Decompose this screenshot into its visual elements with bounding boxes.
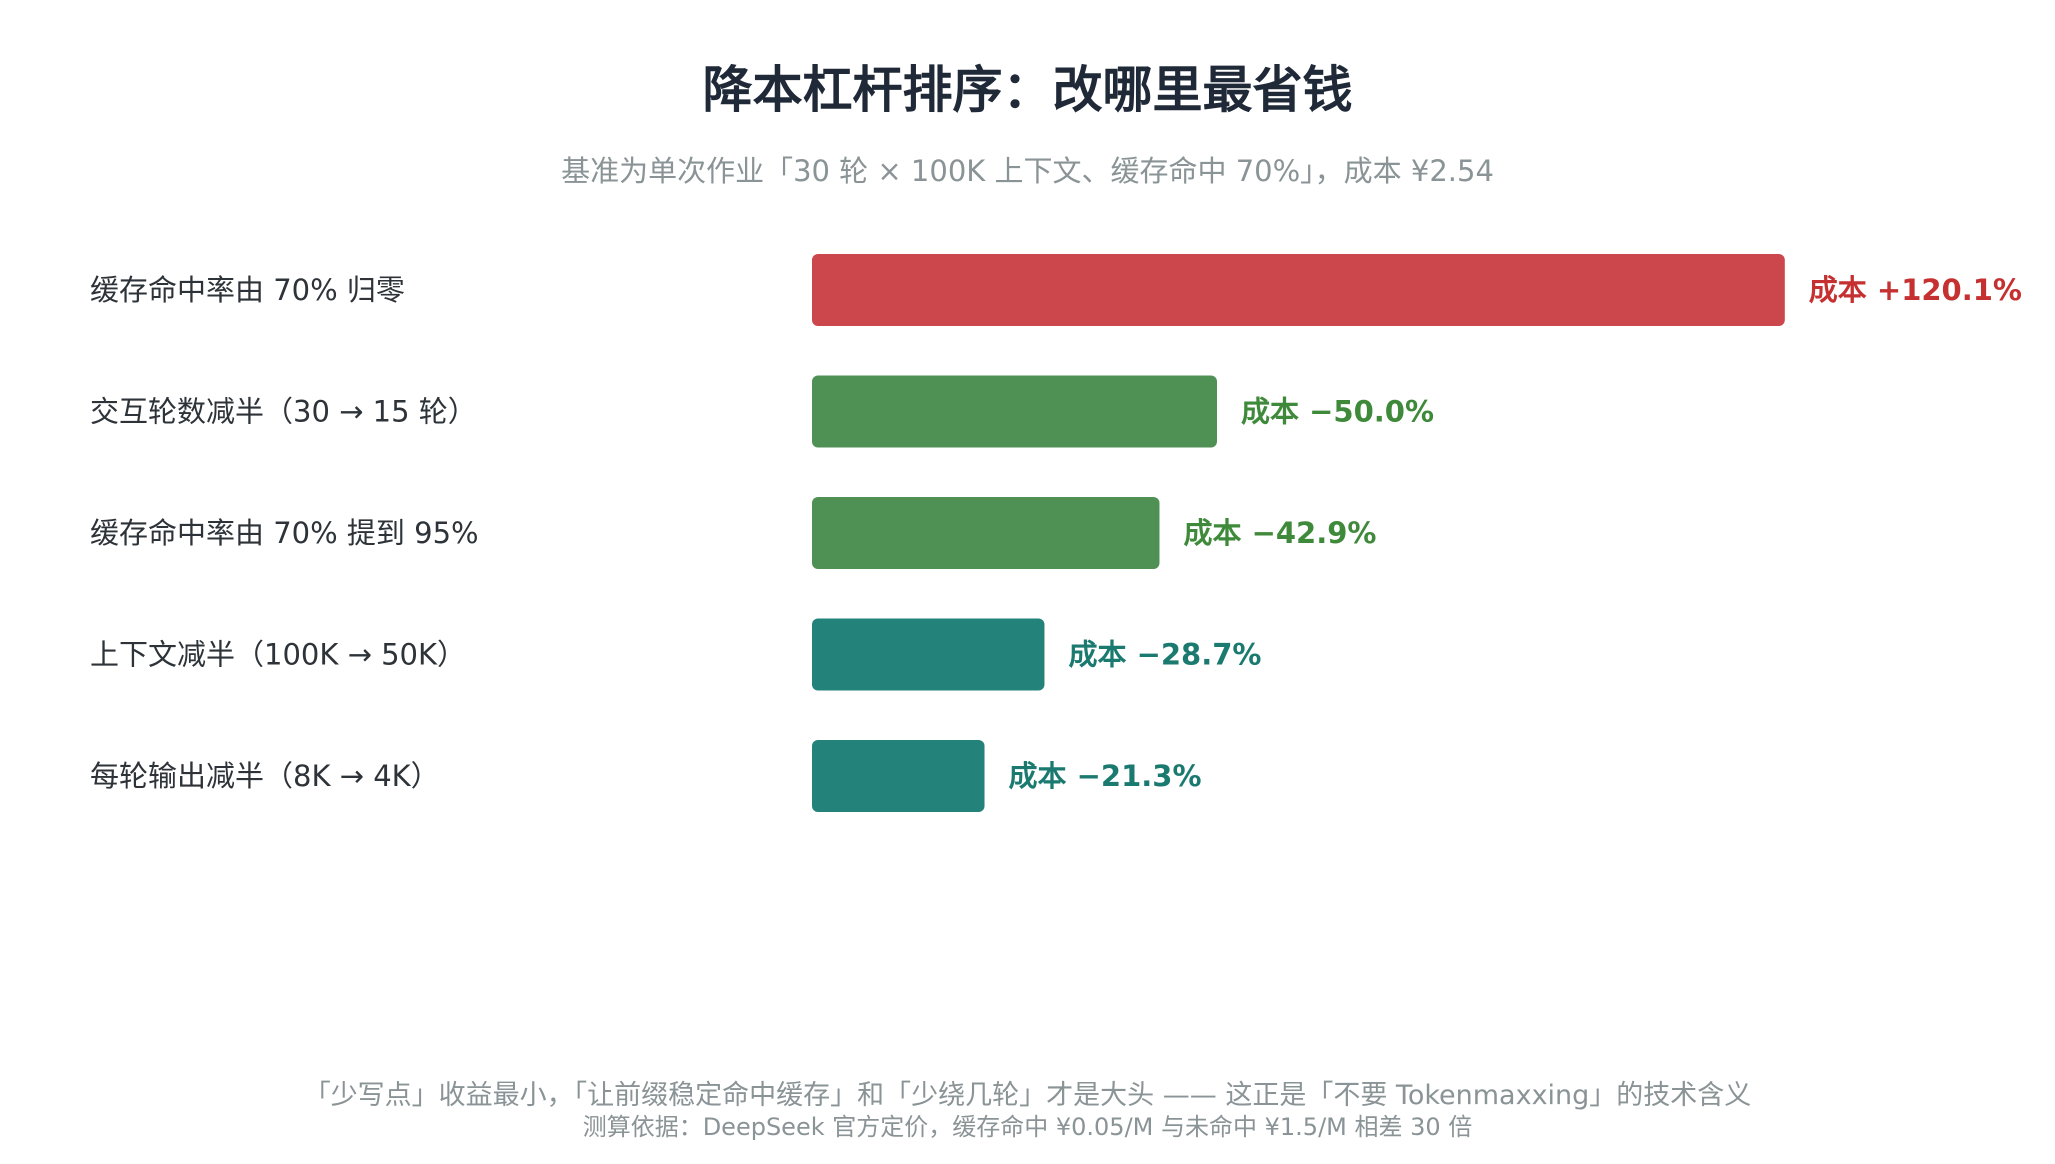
- chart-subtitle: 基准为单次作业「30 轮 × 100K 上下文、缓存命中 70%」，成本 ¥2.…: [561, 154, 1494, 188]
- value-label: 成本 −42.9%: [1183, 516, 1376, 550]
- bar-chart: 缓存命中率由 70% 归零 成本 +120.1% 交互轮数减半（30 → 15 轮）…: [90, 254, 2022, 812]
- chart-title: 降本杠杆排序：改哪里最省钱: [702, 61, 1353, 119]
- value-label: 成本 +120.1%: [1809, 273, 2022, 307]
- bar: [812, 254, 1785, 326]
- footer-source: 测算依据：DeepSeek 官方定价，缓存命中 ¥0.05/M 与未命中 ¥1.…: [582, 1113, 1473, 1141]
- value-label: 成本 −21.3%: [1009, 759, 1202, 793]
- category-label: 交互轮数减半（30 → 15 轮）: [90, 395, 477, 429]
- bar: [812, 375, 1217, 448]
- category-label: 缓存命中率由 70% 提到 95%: [90, 516, 479, 550]
- bar: [812, 740, 985, 812]
- bar: [812, 497, 1160, 569]
- value-label: 成本 −28.7%: [1068, 638, 1261, 672]
- bar: [812, 618, 1045, 691]
- value-label: 成本 −50.0%: [1241, 395, 1434, 429]
- footer-note: 「少写点」收益最小，「让前缀稳定命中缓存」和「少绕几轮」才是大头 —— 这正是「…: [303, 1080, 1752, 1111]
- category-label: 上下文减半（100K → 50K）: [90, 638, 466, 672]
- category-label: 缓存命中率由 70% 归零: [90, 273, 405, 307]
- category-label: 每轮输出减半（8K → 4K）: [90, 759, 440, 793]
